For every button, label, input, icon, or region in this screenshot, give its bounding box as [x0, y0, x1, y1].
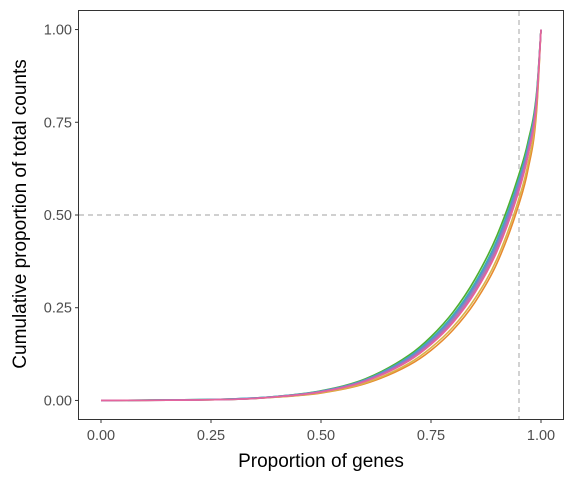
x-axis-ticks: 0.00 0.25 0.50 0.75 1.00	[87, 419, 555, 444]
y-tick-label: 0.00	[44, 393, 72, 409]
x-tick-label: 1.00	[527, 428, 555, 444]
x-axis-title: Proportion of genes	[238, 451, 404, 472]
series-line-9	[100, 29, 542, 402]
y-tick-label: 0.50	[44, 208, 72, 224]
x-tick-label: 0.25	[197, 428, 225, 444]
x-tick-label: 0.50	[307, 428, 335, 444]
y-axis-ticks: 0.00 0.25 0.50 0.75 1.00	[44, 23, 79, 409]
x-tick-label: 0.00	[87, 428, 115, 444]
reference-lines	[79, 11, 563, 419]
x-tick-label: 0.75	[417, 428, 445, 444]
series-lines	[100, 29, 542, 402]
y-tick-label: 0.25	[44, 301, 72, 317]
y-tick-label: 0.75	[44, 115, 72, 131]
plot-panel	[78, 10, 564, 420]
y-tick-label: 1.00	[44, 23, 72, 39]
y-axis-title: Cumulative proportion of total counts	[10, 59, 31, 368]
